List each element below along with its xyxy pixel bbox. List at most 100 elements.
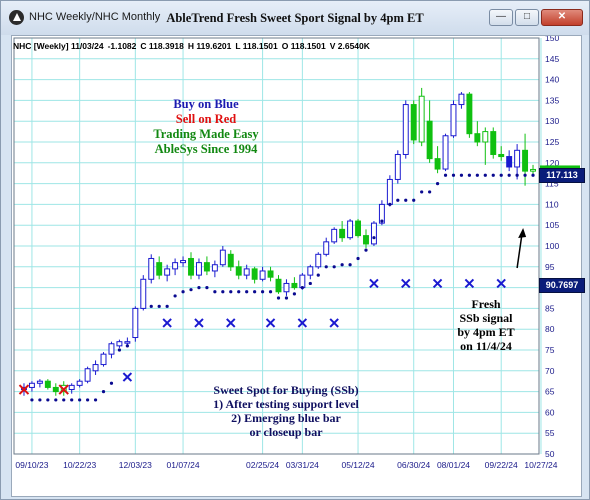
candle-body [418,95,425,143]
y-tick-label: 145 [545,54,559,64]
maximize-button[interactable]: □ [515,9,539,26]
chart-area[interactable]: 5055606570758085909510010511011512012513… [11,35,582,497]
stop-dot [420,190,424,194]
signal-x-mark [122,372,133,382]
stop-dot [356,256,360,261]
candle-body [28,382,35,388]
stop-dot [388,202,392,206]
candle-body [530,168,536,172]
stop-dot [380,219,384,223]
x-tick-label: 10/22/23 [63,460,96,470]
y-tick-label: 70 [545,366,555,376]
candle-body [482,131,489,143]
candle-body [132,307,139,339]
stop-price-tag: 90.7697 [539,278,585,293]
candle-body [188,257,194,276]
y-tick-label: 95 [545,262,555,272]
signal-x-mark [369,278,379,289]
info-volume: V 2.6540K [329,41,370,51]
stop-dot [348,263,352,267]
stop-dot [523,173,527,177]
stop-dot [268,290,273,294]
stop-dot [253,290,257,294]
price-chart[interactable]: 5055606570758085909510010511011512012513… [12,36,581,496]
candle-body [52,386,59,393]
y-tick-label: 55 [545,428,555,438]
stop-dot [467,173,471,177]
minimize-button[interactable]: — [489,9,513,26]
fresh-line-2: SSb signal [459,311,513,325]
close-button[interactable]: ✕ [541,9,583,26]
red-x-mark [58,384,69,395]
candle-body [498,153,505,158]
info-high: H 119.6201 [187,41,232,51]
stop-dot [459,173,464,177]
tab-monthly[interactable]: NHC Monthly [94,11,161,23]
candle-body [458,93,465,106]
info-open: O 118.1501 [281,41,326,51]
red-x-mark [18,384,30,395]
app-triangle-icon [9,10,24,25]
stop-dot [181,290,185,294]
slogan-since: AbleSys Since 1994 [154,142,258,156]
candle-body [402,104,409,155]
stop-dot [245,290,249,294]
candle-body [140,278,147,309]
signal-x-mark [432,278,443,289]
candle-body [275,278,282,293]
stop-dot [86,398,90,402]
fresh-line-3: by 4pm ET [457,325,515,339]
x-tick-label: 09/10/23 [15,460,48,470]
plot-border [13,37,540,455]
candle-body [378,203,385,224]
candle-body [299,274,306,289]
candle-body [164,268,171,276]
x-tick-label: 01/07/24 [167,460,200,470]
candle-body [235,266,242,276]
stop-dot [324,265,328,269]
candle-body [490,131,497,155]
slogan-sell-red: Sell on Red [175,112,237,126]
stop-dot [173,294,177,298]
stop-dot [316,273,320,277]
stop-dot [276,296,281,300]
ssb-point-2: 2) Emerging blue bar [231,411,341,425]
candle-body [347,220,354,239]
stop-dot [451,173,456,177]
candle-body [291,282,298,289]
signal-x-mark [265,318,276,328]
info-change: -1.1082 [107,41,137,51]
candle-body [92,364,99,372]
candle-body [68,384,75,391]
window-title: AbleTrend Fresh Sweet Sport Signal by 4p… [166,11,424,25]
stop-dot [428,190,432,194]
x-tick-label: 05/12/24 [341,460,374,470]
candle-body [251,268,258,280]
x-tick-label: 06/30/24 [397,460,430,470]
tab-weekly[interactable]: NHC Weekly [29,11,92,23]
candle-body [474,133,481,143]
ssb-annotation: Sweet Spot for Buying (SSb) 1) After tes… [171,383,401,439]
signal-x-mark [401,278,411,289]
candle-body [514,149,521,168]
info-close: C 118.3918 [140,41,184,51]
signal-arrow-shaft [516,232,523,269]
candle-body [363,235,369,245]
candle-body [315,253,322,268]
slogan-buy-blue: Buy on Blue [173,97,239,111]
candle-body [323,241,330,255]
y-tick-label: 110 [545,199,559,209]
signal-arrow-head [518,228,527,238]
y-tick-label: 150 [545,36,559,43]
candle-body [450,104,457,137]
candle-body [267,270,274,278]
ssb-point-2-cont: or closeup bar [249,425,323,439]
stop-dot [70,398,74,402]
stop-dot [475,173,479,177]
y-tick-label: 65 [545,387,555,397]
stop-dot [30,398,34,402]
stop-dot [109,381,114,385]
stop-dot [197,286,201,290]
stop-dot [38,398,42,402]
stop-dot [300,286,304,290]
